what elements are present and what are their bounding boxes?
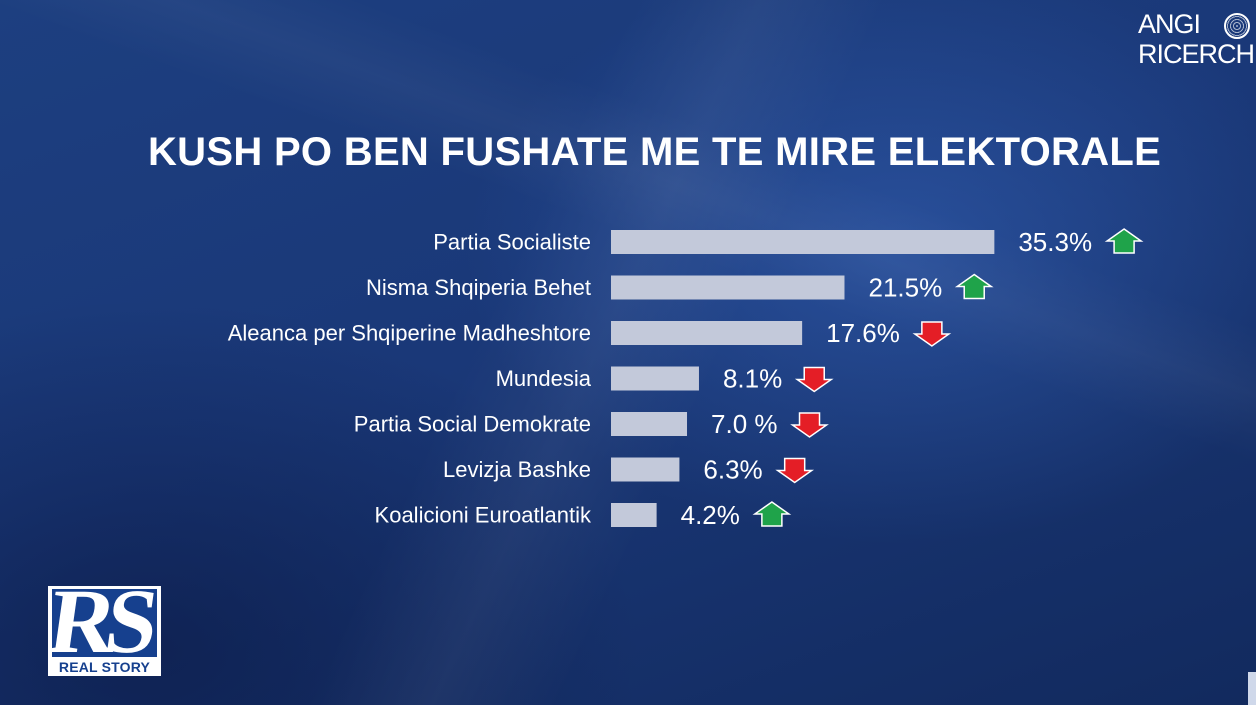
trend-up-arrow-icon [1104,228,1144,254]
trend-down-arrow-icon [794,366,834,393]
category-label: Partia Socialiste [433,230,591,255]
value-label: 35.3% [1018,227,1092,257]
category-label: Mundesia [496,366,592,391]
angi-ricerche-logo: ANGI RICERCHE [1130,10,1256,72]
trend-down-arrow-icon [790,412,829,438]
category-label: Levizja Bashke [443,457,591,482]
category-label: Nisma Shqiperia Behet [366,275,591,300]
trend-up-arrow-icon [752,501,792,527]
bar [611,321,803,345]
value-label: 21.5% [868,273,942,303]
value-label: 8.1% [723,364,782,394]
logo-caption: REAL STORY [58,659,151,675]
value-label: 7.0 % [711,409,778,439]
real-story-logo: RS REAL STORY [48,586,161,676]
brand-line-2: RICERCHE [1138,39,1256,69]
logo-mark-text: RS [52,589,155,657]
corner-tab [1248,672,1256,705]
value-label: 4.2% [681,500,740,530]
category-label: Partia Social Demokrate [354,412,591,437]
trend-down-arrow-icon [912,321,952,347]
logo-mark: RS [52,589,157,657]
bar [611,503,657,527]
chart-title: KUSH PO BEN FUSHATE ME TE MIRE ELEKTORAL… [148,130,1162,174]
value-label: 6.3% [703,455,762,485]
trend-down-arrow-icon [775,457,815,484]
bar [611,366,699,391]
bar [611,412,688,436]
bar [611,457,680,482]
globe-icon [1224,13,1250,39]
trend-up-arrow-icon [954,273,994,300]
brand-line-1: ANGI [1138,10,1201,39]
bar [611,230,995,254]
category-label: Koalicioni Euroatlantik [375,503,592,528]
value-label: 17.6% [826,318,900,348]
category-label: Aleanca per Shqiperine Madheshtore [228,321,591,346]
bar [611,275,845,300]
